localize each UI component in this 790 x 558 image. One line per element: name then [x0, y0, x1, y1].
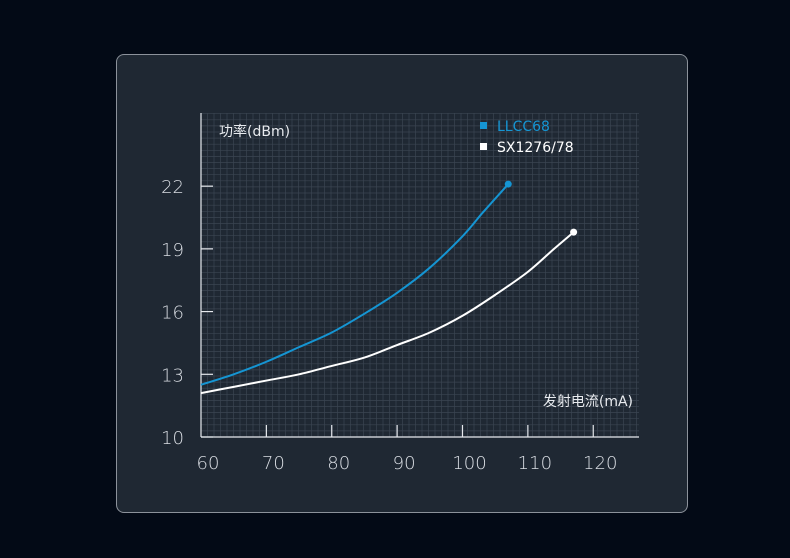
x-axis-title: 发射电流(mA)	[543, 394, 633, 410]
y-tick-label: 16	[161, 303, 184, 324]
x-tick-label: 60	[197, 453, 220, 474]
chart-series	[200, 180, 578, 395]
series-line-llcc68	[200, 183, 509, 386]
x-tick-label: 80	[327, 453, 350, 474]
x-tick-label: 70	[262, 453, 285, 474]
y-tick-label: 13	[161, 365, 184, 386]
x-tick-label: 110	[518, 453, 552, 474]
x-tick-label: 100	[452, 453, 486, 474]
legend-swatch-llcc68	[480, 122, 487, 129]
legend-swatch-sx1276-78	[480, 143, 487, 150]
x-tick-label: 120	[583, 453, 617, 474]
series-end-point-llcc68	[504, 180, 512, 188]
series-end-point-sx1276-78	[570, 228, 578, 236]
series-line-sx1276-78	[200, 231, 575, 395]
y-tick-label: 10	[161, 428, 184, 449]
x-tick-label: 90	[393, 453, 416, 474]
chart-ticks: 10 13 16 19 22 60 70 80 90 100 110 120	[161, 177, 617, 474]
y-tick-label: 22	[161, 177, 184, 198]
legend-label-llcc68: LLCC68	[497, 119, 550, 135]
legend-label-sx1276-78: SX1276/78	[497, 140, 574, 156]
chart-axes	[200, 113, 639, 438]
y-axis-title: 功率(dBm)	[219, 123, 290, 140]
chart-legend: LLCC68 SX1276/78	[480, 119, 574, 156]
y-tick-label: 19	[161, 240, 184, 261]
